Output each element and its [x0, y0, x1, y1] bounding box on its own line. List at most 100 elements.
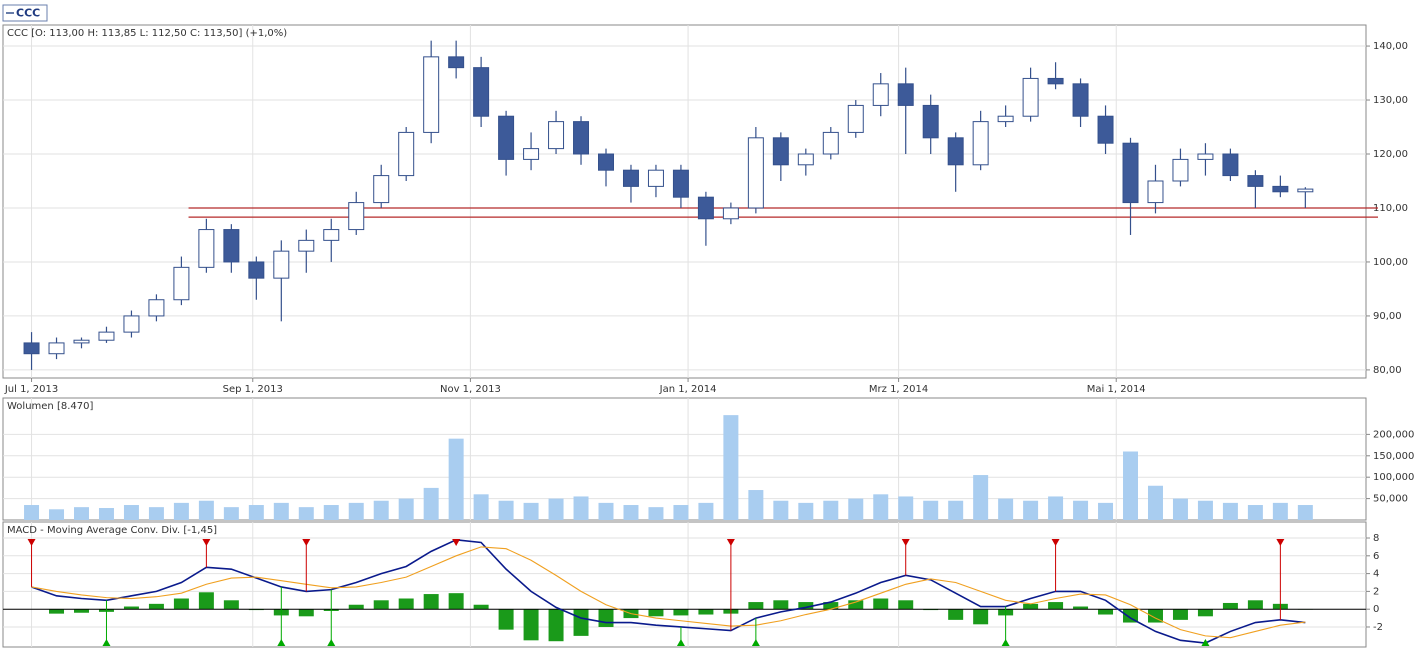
y-tick-label: 100,000: [1373, 472, 1414, 483]
macd-line: [31, 538, 1306, 644]
candle-body: [523, 148, 540, 160]
buy-signal: [327, 639, 336, 646]
candle-body: [647, 169, 664, 187]
volume-bar: [448, 438, 464, 520]
sell-signal: [1051, 539, 1060, 546]
histogram-bar: [698, 609, 714, 615]
candle-body: [323, 229, 340, 241]
candle-body: [1172, 158, 1189, 182]
candle-body: [947, 137, 964, 166]
candle-body: [223, 229, 240, 263]
histogram-bar: [148, 603, 164, 610]
buy-signal: [1001, 639, 1010, 646]
panel-title: CCC [O: 113,00 H: 113,85 L: 112,50 C: 11…: [7, 28, 287, 39]
sell-signal: [726, 539, 735, 546]
sell-signal: [202, 539, 211, 546]
y-tick-label: 80,00: [1373, 365, 1402, 376]
volume-bar: [423, 487, 439, 520]
y-tick-label: 0: [1373, 604, 1379, 615]
histogram-bar: [423, 594, 439, 610]
volume-bar: [49, 509, 65, 520]
histogram-bar: [1048, 602, 1064, 610]
panel-title: Wolumen [8.470]: [7, 401, 93, 412]
candle-body: [922, 104, 939, 139]
volume-bar: [1023, 500, 1039, 520]
histogram-bar: [673, 609, 689, 616]
volume-bar: [898, 496, 914, 520]
candle-body: [1197, 153, 1214, 160]
candle-body: [373, 175, 390, 204]
volume-bar: [273, 502, 289, 520]
volume-bar: [1247, 505, 1263, 520]
y-tick-label: 90,00: [1373, 311, 1402, 322]
volume-bar: [74, 507, 89, 520]
candle-body: [1297, 188, 1314, 193]
panel-title: MACD - Moving Average Conv. Div. [-1,45]: [7, 525, 217, 536]
histogram-bar: [748, 602, 764, 610]
histogram-bar: [398, 598, 414, 610]
volume-bar: [98, 508, 114, 520]
y-tick-label: 150,000: [1373, 451, 1414, 462]
candle-body: [48, 342, 65, 355]
volume-bar: [1297, 505, 1313, 520]
candle-body: [1222, 153, 1239, 177]
buy-signal: [1201, 639, 1210, 646]
volume-bar: [473, 494, 489, 520]
volume-bar: [323, 505, 339, 520]
histogram-bar: [198, 592, 214, 610]
candle-body: [348, 202, 365, 231]
candle-body: [897, 83, 914, 106]
candle-body: [997, 115, 1014, 123]
candle-body: [1072, 83, 1089, 117]
histogram-bar: [373, 600, 389, 610]
volume-bar: [148, 507, 164, 520]
sell-signal: [302, 539, 311, 546]
volume-bar: [923, 500, 939, 520]
volume-bar: [673, 505, 689, 520]
volume-bar: [398, 498, 414, 520]
candle-body: [398, 131, 415, 177]
volume-bar: [223, 507, 239, 520]
volume-bar: [598, 502, 614, 520]
sell-signal: [452, 539, 461, 546]
candle-body: [972, 121, 989, 166]
volume-bar: [748, 490, 764, 520]
candle-body: [1147, 180, 1164, 204]
histogram-bar: [598, 609, 614, 627]
histogram-bar: [74, 609, 89, 613]
buy-signal: [751, 639, 760, 646]
histogram-bar: [448, 593, 464, 610]
candle-body: [23, 342, 40, 355]
candle-body: [1047, 77, 1064, 85]
candle-body: [1247, 175, 1264, 187]
histogram-bar: [123, 606, 139, 610]
candle-body: [598, 153, 614, 171]
histogram-bar: [173, 598, 189, 610]
volume-bar: [348, 502, 364, 520]
sell-signal: [901, 539, 910, 546]
volume-bar: [373, 500, 389, 520]
y-tick-label: 120,00: [1373, 149, 1408, 160]
histogram-bar: [523, 609, 539, 641]
volume-bar: [648, 507, 664, 520]
volume-bar: [1073, 500, 1089, 520]
volume-bar: [1172, 498, 1188, 520]
volume-bar: [523, 502, 539, 520]
candle-body: [1122, 142, 1139, 204]
candle-body: [498, 115, 515, 160]
x-tick-label: Jan 1, 2014: [659, 384, 717, 395]
buy-signal: [676, 639, 685, 646]
volume-bar: [1098, 502, 1114, 520]
candle-body: [423, 56, 440, 133]
candle-body: [73, 339, 90, 344]
candle-body: [1097, 115, 1114, 144]
volume-bar: [573, 496, 589, 520]
y-tick-label: -2: [1373, 622, 1383, 633]
histogram-bar: [498, 609, 514, 630]
volume-bar: [848, 498, 864, 520]
histogram-bar: [798, 602, 814, 610]
panel-frame: [2, 521, 1367, 648]
candle-body: [98, 331, 115, 341]
legend-label: CCC: [16, 7, 40, 20]
